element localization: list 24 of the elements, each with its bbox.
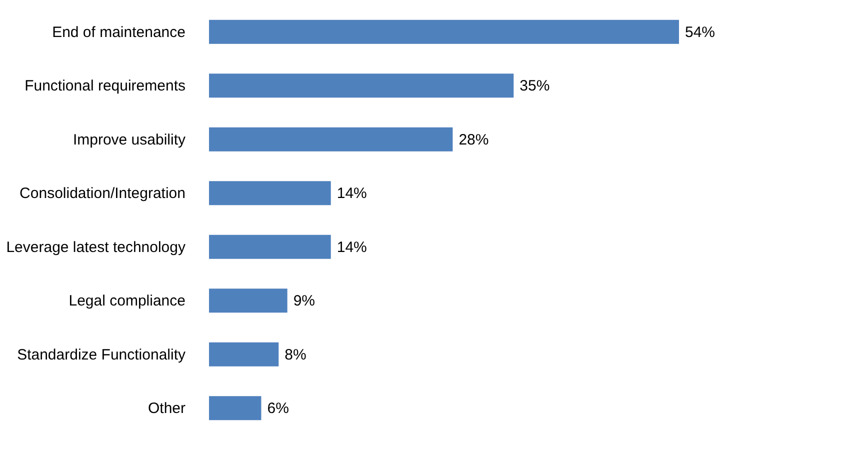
bar bbox=[209, 127, 453, 152]
data-label: 28% bbox=[458, 131, 489, 148]
bar bbox=[209, 181, 331, 206]
data-label: 8% bbox=[284, 346, 306, 364]
bar bbox=[209, 20, 679, 44]
y-tick-label: Leverage latest technology bbox=[6, 238, 186, 256]
data-label: 54% bbox=[685, 24, 716, 41]
data-label: 9% bbox=[293, 292, 316, 310]
bar bbox=[209, 288, 288, 313]
y-tick-label: Legal compliance bbox=[68, 292, 186, 310]
y-tick-label: End of maintenance bbox=[52, 24, 186, 41]
bar bbox=[209, 342, 279, 366]
y-tick-label: Functional requirements bbox=[24, 78, 186, 95]
data-label: 14% bbox=[336, 238, 367, 256]
y-tick-label: Improve usability bbox=[72, 131, 186, 148]
data-label: 6% bbox=[267, 400, 289, 418]
y-tick-label: Consolidation/Integration bbox=[20, 185, 186, 202]
data-label: 14% bbox=[336, 185, 367, 202]
bar bbox=[209, 74, 514, 98]
y-tick-label: Other bbox=[148, 400, 186, 418]
data-label: 35% bbox=[520, 78, 550, 95]
y-tick-label: Standardize Functionality bbox=[17, 346, 186, 364]
bar bbox=[209, 234, 331, 259]
bar bbox=[209, 396, 262, 420]
